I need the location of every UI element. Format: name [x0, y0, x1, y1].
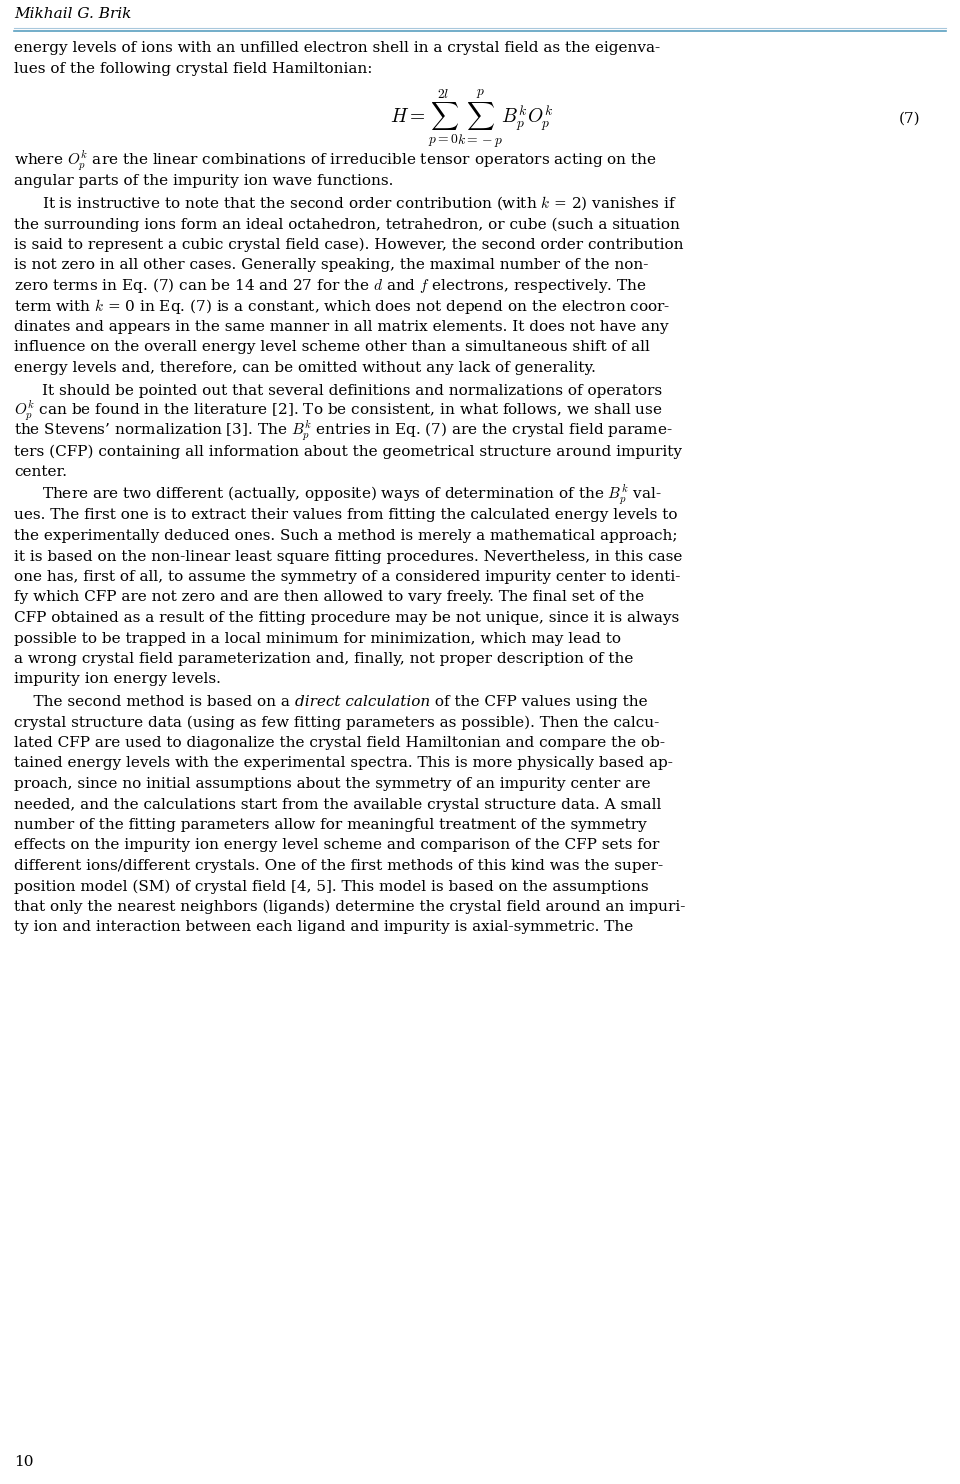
Text: tained energy levels with the experimental spectra. This is more physically base: tained energy levels with the experiment… [14, 757, 673, 770]
Text: lues of the following crystal field Hamiltonian:: lues of the following crystal field Hami… [14, 61, 372, 76]
Text: CFP obtained as a result of the fitting procedure may be not unique, since it is: CFP obtained as a result of the fitting … [14, 611, 680, 625]
Text: impurity ion energy levels.: impurity ion energy levels. [14, 672, 221, 687]
Text: $H = \sum_{p=0}^{2l}\sum_{k=-p}^{p}B_{p}^{k}O_{p}^{k}$: $H = \sum_{p=0}^{2l}\sum_{k=-p}^{p}B_{p}… [390, 88, 553, 150]
Text: term with $k$ = 0 in Eq. (7) is a constant, which does not depend on the electro: term with $k$ = 0 in Eq. (7) is a consta… [14, 297, 670, 316]
Text: possible to be trapped in a local minimum for minimization, which may lead to: possible to be trapped in a local minimu… [14, 632, 621, 646]
Text: The second method is based on a: The second method is based on a [14, 695, 295, 709]
Text: number of the fitting parameters allow for meaningful treatment of the symmetry: number of the fitting parameters allow f… [14, 818, 647, 833]
Text: influence on the overall energy level scheme other than a simultaneous shift of : influence on the overall energy level sc… [14, 340, 650, 355]
Text: needed, and the calculations start from the available crystal structure data. A : needed, and the calculations start from … [14, 797, 661, 812]
Text: (7): (7) [899, 111, 920, 126]
Text: fy which CFP are not zero and are then allowed to vary freely. The final set of : fy which CFP are not zero and are then a… [14, 591, 644, 604]
Text: center.: center. [14, 466, 67, 479]
Text: the surrounding ions form an ideal octahedron, tetrahedron, or cube (such a situ: the surrounding ions form an ideal octah… [14, 217, 680, 232]
Text: of the CFP values using the: of the CFP values using the [430, 695, 648, 709]
Text: is said to represent a cubic crystal field case). However, the second order cont: is said to represent a cubic crystal fie… [14, 237, 684, 252]
Text: is not zero in all other cases. Generally speaking, the maximal number of the no: is not zero in all other cases. Generall… [14, 258, 648, 273]
Text: energy levels of ions with an unfilled electron shell in a crystal field as the : energy levels of ions with an unfilled e… [14, 42, 660, 55]
Text: $O_{p}^{k}$ can be found in the literature [2]. To be consistent, in what follow: $O_{p}^{k}$ can be found in the literatu… [14, 399, 662, 423]
Text: ty ion and interaction between each ligand and impurity is axial-symmetric. The: ty ion and interaction between each liga… [14, 920, 634, 935]
Text: 10: 10 [14, 1454, 34, 1469]
Text: dinates and appears in the same manner in all matrix elements. It does not have : dinates and appears in the same manner i… [14, 321, 668, 334]
Text: position model (SM) of crystal field [4, 5]. This model is based on the assumpti: position model (SM) of crystal field [4,… [14, 879, 649, 893]
Text: one has, first of all, to assume the symmetry of a considered impurity center to: one has, first of all, to assume the sym… [14, 570, 681, 585]
Text: crystal structure data (using as few fitting parameters as possible). Then the c: crystal structure data (using as few fit… [14, 715, 660, 730]
Text: energy levels and, therefore, can be omitted without any lack of generality.: energy levels and, therefore, can be omi… [14, 361, 596, 375]
Text: angular parts of the impurity ion wave functions.: angular parts of the impurity ion wave f… [14, 175, 394, 188]
Text: lated CFP are used to diagonalize the crystal field Hamiltonian and compare the : lated CFP are used to diagonalize the cr… [14, 736, 665, 749]
Text: direct calculation: direct calculation [295, 695, 430, 709]
Text: There are two different (actually, opposite) ways of determination of the $B_{p}: There are two different (actually, oppos… [42, 482, 661, 508]
Text: ters (CFP) containing all information about the geometrical structure around imp: ters (CFP) containing all information ab… [14, 445, 682, 459]
Text: the experimentally deduced ones. Such a method is merely a mathematical approach: the experimentally deduced ones. Such a … [14, 528, 678, 543]
Text: that only the nearest neighbors (ligands) determine the crystal field around an : that only the nearest neighbors (ligands… [14, 899, 685, 914]
Text: the Stevens’ normalization [3]. The $B_{p}^{k}$ entries in Eq. (7) are the cryst: the Stevens’ normalization [3]. The $B_{… [14, 420, 673, 444]
Text: Mikhail G. Brik: Mikhail G. Brik [14, 7, 132, 21]
Text: zero terms in Eq. (7) can be 14 and 27 for the $d$ and $f$ electrons, respective: zero terms in Eq. (7) can be 14 and 27 f… [14, 276, 647, 295]
Text: a wrong crystal field parameterization and, finally, not proper description of t: a wrong crystal field parameterization a… [14, 651, 634, 666]
Text: effects on the impurity ion energy level scheme and comparison of the CFP sets f: effects on the impurity ion energy level… [14, 838, 660, 852]
Text: ues. The first one is to extract their values from fitting the calculated energy: ues. The first one is to extract their v… [14, 509, 678, 522]
Text: proach, since no initial assumptions about the symmetry of an impurity center ar: proach, since no initial assumptions abo… [14, 778, 651, 791]
Text: It should be pointed out that several definitions and normalizations of operator: It should be pointed out that several de… [42, 383, 662, 398]
Text: where $O_{p}^{k}$ are the linear combinations of irreducible tensor operators ac: where $O_{p}^{k}$ are the linear combina… [14, 148, 657, 174]
Text: It is instructive to note that the second order contribution (with $k$ = 2) vani: It is instructive to note that the secon… [42, 194, 677, 212]
Text: different ions/different crystals. One of the first methods of this kind was the: different ions/different crystals. One o… [14, 859, 663, 873]
Text: it is based on the non-linear least square fitting procedures. Nevertheless, in : it is based on the non-linear least squa… [14, 549, 683, 564]
